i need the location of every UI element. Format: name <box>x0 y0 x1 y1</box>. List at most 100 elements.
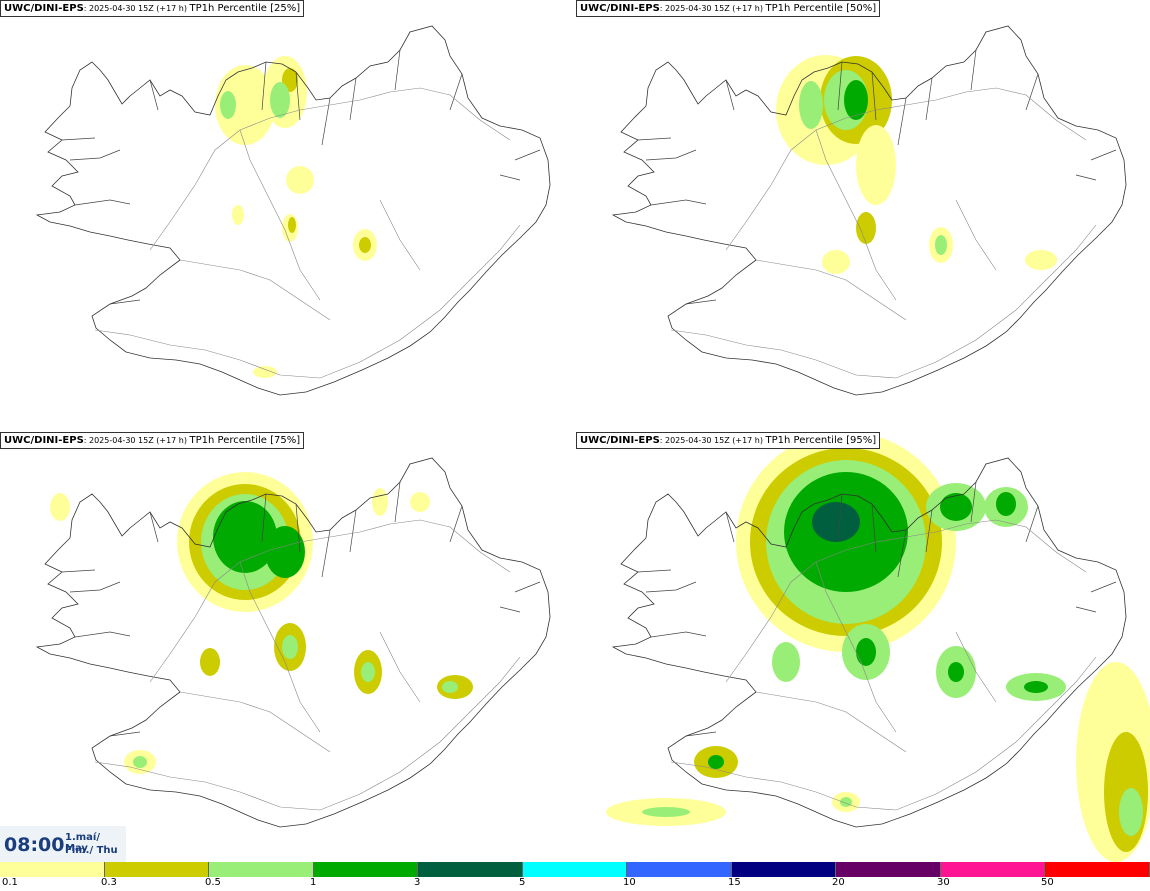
map-panel-p50: UWC/DINI-EPS: 2025-04-30 15Z (+17 h) TP1… <box>576 0 1150 430</box>
color-scale-legend <box>0 862 1150 877</box>
legend-swatch <box>836 862 941 877</box>
legend-label: 20 <box>832 877 845 888</box>
precip-area <box>642 807 690 817</box>
precip-area <box>270 82 290 118</box>
fjord-line <box>149 511 159 543</box>
fjord-line <box>74 199 131 206</box>
fjord-line <box>925 77 933 121</box>
road-line <box>149 87 511 251</box>
precipitation-map <box>35 25 551 396</box>
road-line <box>94 224 521 379</box>
road-line <box>94 656 521 811</box>
legend-label: 5 <box>519 877 526 888</box>
legend-swatch <box>209 862 314 877</box>
precip-area <box>812 502 860 542</box>
precip-area <box>288 217 296 233</box>
road-line <box>815 561 897 733</box>
precip-area <box>361 662 375 682</box>
road-line <box>755 259 907 321</box>
precip-area <box>1024 681 1048 693</box>
panel-title: UWC/DINI-EPS: 2025-04-30 15Z (+17 h) TP1… <box>576 0 881 17</box>
fjord-line <box>897 529 907 578</box>
fjord-line <box>69 581 121 593</box>
precip-area <box>940 493 972 521</box>
road-line <box>379 631 421 703</box>
fjord-line <box>109 299 141 305</box>
fjord-line <box>970 481 977 523</box>
precip-area <box>50 493 70 521</box>
legend-swatch <box>1045 862 1150 877</box>
fjord-line <box>449 505 463 543</box>
precip-area <box>948 662 964 682</box>
fjord-line <box>637 569 672 573</box>
fjord-line <box>514 581 541 593</box>
legend-label: 0.3 <box>101 877 117 888</box>
legend-swatch <box>104 862 210 877</box>
valid-time-box: 08:00 1.maí/ May Fim./ Thu <box>0 826 126 862</box>
road-line <box>755 691 907 753</box>
legend-swatch <box>627 862 732 877</box>
fjord-line <box>109 731 141 737</box>
fjord-line <box>650 199 707 206</box>
road-line <box>815 129 897 301</box>
precip-area <box>708 755 724 769</box>
panel-title: UWC/DINI-EPS: 2025-04-30 15Z (+17 h) TP1… <box>0 0 305 17</box>
legend-label: 0.5 <box>205 877 221 888</box>
precipitation-map <box>35 457 551 828</box>
road-line <box>955 631 997 703</box>
fjord-line <box>394 481 401 523</box>
fjord-line <box>514 149 541 161</box>
precip-area <box>133 756 147 768</box>
fjord-line <box>871 71 877 121</box>
road-line <box>179 259 331 321</box>
precip-area <box>996 492 1016 516</box>
map-panel-p75: UWC/DINI-EPS: 2025-04-30 15Z (+17 h) TP1… <box>0 432 574 862</box>
precip-area <box>359 237 371 253</box>
fjord-line <box>645 581 697 593</box>
fjord-line <box>449 73 463 111</box>
precipitation-map <box>611 25 1127 396</box>
fjord-line <box>321 97 331 146</box>
precip-area <box>799 81 823 129</box>
fjord-line <box>637 137 672 141</box>
legend-label: 50 <box>1041 877 1054 888</box>
coastline <box>611 457 1127 828</box>
road-line <box>955 199 997 271</box>
legend-label: 30 <box>937 877 950 888</box>
fjord-line <box>725 79 735 111</box>
fjord-line <box>74 631 131 638</box>
fjord-line <box>261 493 267 543</box>
fjord-line <box>1075 606 1097 613</box>
fjord-line <box>499 174 521 181</box>
fjord-line <box>970 49 977 91</box>
coastline <box>35 25 551 396</box>
precip-area <box>286 166 314 194</box>
fjord-line <box>61 569 96 573</box>
fjord-line <box>1025 505 1039 543</box>
legend-swatch <box>0 862 105 877</box>
fjord-line <box>295 503 301 553</box>
precip-area <box>772 642 800 682</box>
legend-label: 0.1 <box>2 877 18 888</box>
fjord-line <box>725 511 735 543</box>
fjord-line <box>1090 149 1117 161</box>
legend-swatch <box>313 862 419 877</box>
fjord-line <box>685 299 717 305</box>
panel-title: UWC/DINI-EPS: 2025-04-30 15Z (+17 h) TP1… <box>576 432 881 449</box>
road-line <box>179 691 331 753</box>
precip-area <box>282 635 298 659</box>
legend-label: 1 <box>310 877 317 888</box>
coastline <box>611 25 1127 396</box>
fjord-line <box>149 79 159 111</box>
precip-area <box>200 648 220 676</box>
fjord-line <box>1025 73 1039 111</box>
precip-area <box>856 212 876 244</box>
fjord-line <box>925 509 933 553</box>
fjord-line <box>394 49 401 91</box>
precip-area <box>253 366 277 378</box>
precipitation-map <box>606 432 1150 862</box>
road-line <box>239 129 321 301</box>
fjord-line <box>1075 174 1097 181</box>
fjord-line <box>871 503 877 553</box>
precip-area <box>844 80 868 120</box>
